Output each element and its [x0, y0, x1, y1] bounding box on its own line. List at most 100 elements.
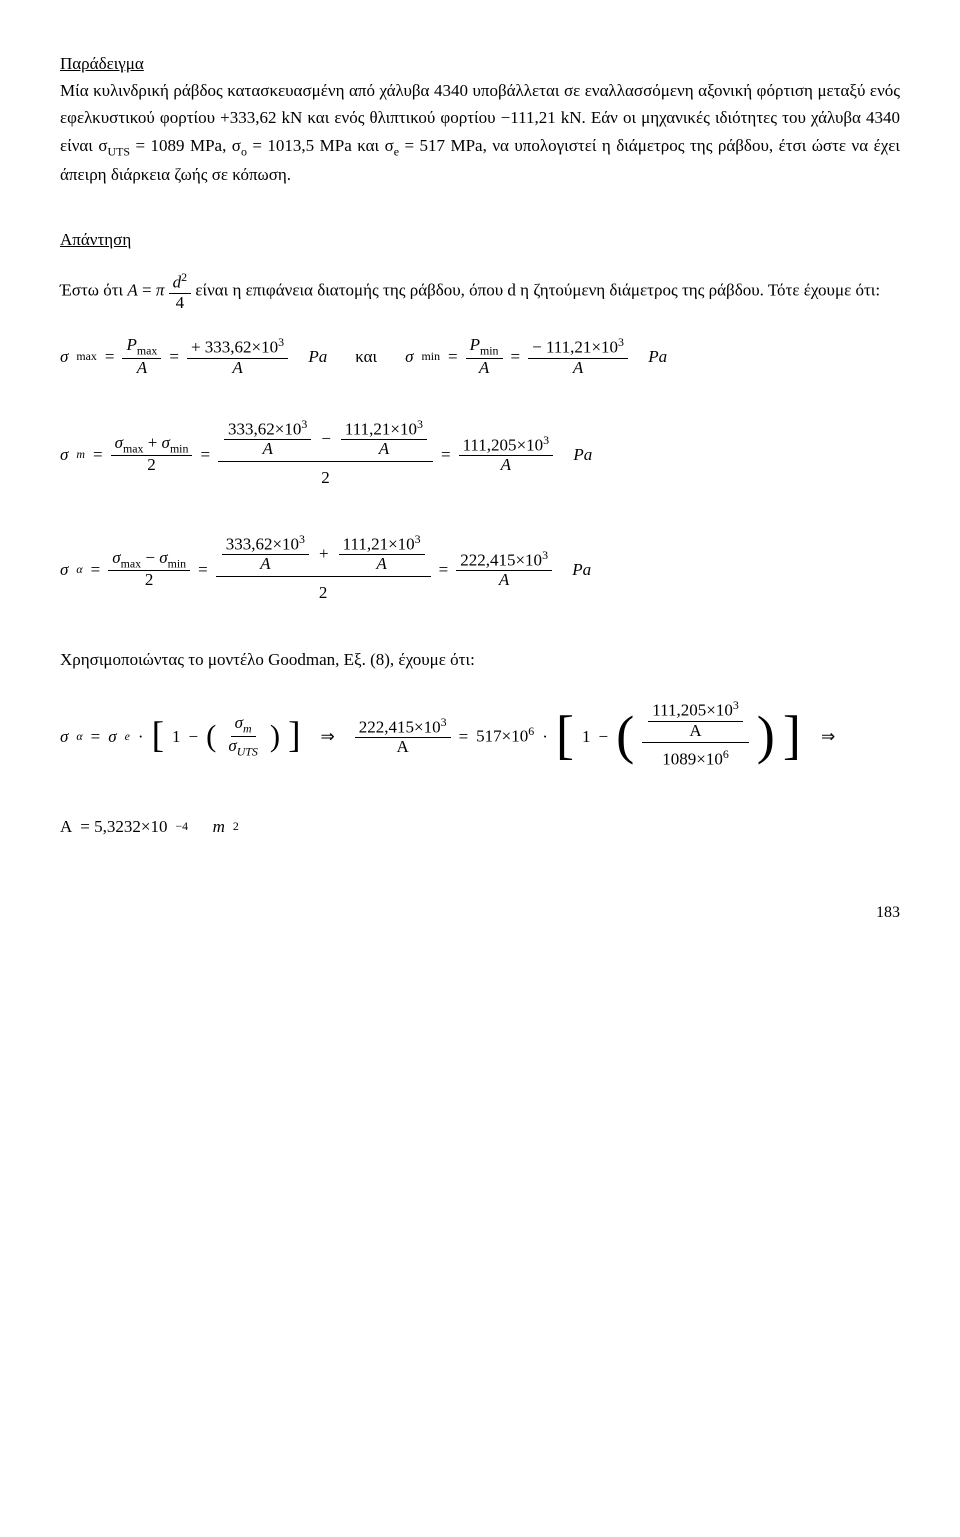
eq-goodman: σα = σe · [ 1 − ( σm σUTS ) ] ⇒ 222,415×…: [60, 697, 900, 775]
t10-3: ×10: [275, 419, 302, 438]
v111205-2: 111,205: [652, 701, 706, 720]
inner-frac-2: 111,21×103 A: [341, 418, 427, 459]
eq-13: =: [459, 723, 469, 750]
eq-sigma-m: σm = σmax + σmin 2 = 333,62×103 A − 111,…: [60, 416, 900, 493]
t10-6: ×10: [272, 534, 299, 553]
sigma-12: σ: [228, 736, 236, 755]
sub-min-1: min: [422, 347, 441, 366]
plus-1: +: [191, 338, 201, 357]
inner-frac-5: 111,205×103 A: [648, 699, 743, 740]
v11121-2: 111,21: [345, 419, 391, 438]
v1089-1: 1089: [662, 750, 696, 769]
frac-222415-a2: 222,415×103 A: [355, 716, 451, 757]
minus-2: −: [321, 425, 331, 452]
minus-5: −: [599, 723, 609, 750]
t10-12: ×10: [696, 750, 723, 769]
one-2: 1: [582, 723, 591, 750]
eq-4: =: [448, 343, 458, 370]
sub-max-1: max: [76, 347, 96, 366]
plus-3: +: [319, 540, 329, 567]
frac-222415-a: 222,415×103 A: [456, 549, 552, 590]
intro-line: Έστω ότι A = π d2 4 είναι η επιφάνεια δι…: [60, 271, 900, 312]
sigma-4: σ: [115, 433, 123, 452]
final-result: A = 5,3232×10−4 m2: [60, 813, 900, 840]
example-title: Παράδειγμα: [60, 50, 900, 77]
t10-4: ×10: [390, 419, 417, 438]
t10-5: ×10: [517, 435, 544, 454]
pi-sym: π: [156, 281, 165, 300]
goodman-text: Χρησιμοποιώντας το μοντέλο Goodman, Εξ. …: [60, 646, 900, 673]
two-4: 2: [313, 577, 334, 608]
eq-11: =: [439, 556, 449, 583]
v33362-1: 333,62: [205, 338, 252, 357]
final-exp: −4: [175, 817, 188, 836]
compound-goodman-right: 111,205×103 A 1089×106: [642, 697, 749, 775]
e3-7: 3: [415, 532, 421, 546]
t10-1: ×10: [252, 338, 279, 357]
arrow-2: ⇒: [821, 723, 835, 750]
final-eq: = 5,3232×10: [80, 813, 167, 840]
eq-9: =: [91, 556, 101, 583]
frac-amp: σmax − σmin 2: [108, 549, 190, 590]
sub-uts: UTS: [108, 144, 130, 158]
lbracket-2: [: [556, 714, 574, 758]
t10-11: ×10: [706, 701, 733, 720]
v222415-2: 222,415: [359, 717, 414, 736]
sub-max-2: max: [137, 344, 157, 358]
pa-3: Pa: [573, 441, 592, 468]
final-m-exp: 2: [233, 817, 239, 836]
exp-2: 2: [181, 270, 187, 284]
inner-frac-4: 111,21×103 A: [339, 533, 425, 574]
e3-3: 3: [301, 417, 307, 431]
e3-4: 3: [417, 417, 423, 431]
v222415-1: 222,415: [460, 551, 515, 570]
a-5: A: [258, 440, 276, 459]
sigma-5: σ: [162, 433, 170, 452]
e3-8: 3: [542, 548, 548, 562]
v11121-1: 111,21: [546, 338, 592, 357]
e3-2: 3: [618, 335, 624, 349]
rbracket-2: ]: [783, 714, 801, 758]
minus-3: −: [145, 548, 155, 567]
lbracket-1: [: [152, 721, 164, 751]
a-7: A: [497, 456, 515, 475]
one-1: 1: [172, 723, 181, 750]
sigma-1: σ: [60, 343, 68, 370]
inner-frac-1: 333,62×103 A: [224, 418, 311, 459]
inner-frac-3: 333,62×103 A: [222, 533, 309, 574]
p-2: P: [470, 335, 480, 354]
sigma-9: σ: [60, 723, 68, 750]
sub-min-2: min: [480, 344, 499, 358]
a-12: A: [685, 722, 705, 741]
page-number: 183: [60, 900, 900, 926]
sigma-10: σ: [108, 723, 116, 750]
t10-10: ×10: [502, 727, 529, 746]
sigma-2: σ: [405, 343, 413, 370]
sigma-8: σ: [159, 548, 167, 567]
sub-alpha-2: α: [76, 727, 82, 746]
t10-8: ×10: [515, 551, 542, 570]
pa-4: Pa: [572, 556, 591, 583]
a-1: A: [133, 359, 151, 378]
e3-1: 3: [278, 335, 284, 349]
eq-12: =: [91, 723, 101, 750]
a-10: A: [495, 571, 513, 590]
rparen-2: ): [757, 714, 775, 758]
kai-1: και: [355, 343, 377, 370]
problem-paragraph: Μία κυλινδρική ράβδος κατασκευασμένη από…: [60, 77, 900, 188]
v33362-2: 333,62: [228, 419, 275, 438]
e6-2: 6: [723, 747, 729, 761]
v11121-3: 111,21: [343, 534, 389, 553]
eq-sigma-alpha: σα = σmax − σmin 2 = 333,62×103 A + 111,…: [60, 531, 900, 608]
e3-9: 3: [441, 715, 447, 729]
v111205-1: 111,205: [463, 435, 517, 454]
eq-1: =: [142, 281, 152, 300]
frac-11121-a: − 111,21×103 A: [528, 336, 628, 377]
sub-max-4: max: [121, 556, 141, 570]
frac-33362-a: + 333,62×103 A: [187, 336, 288, 377]
p-1: P: [126, 335, 136, 354]
a-4: A: [569, 359, 587, 378]
two-3: 2: [141, 571, 158, 590]
sigma-11: σ: [235, 713, 243, 732]
minus-1: −: [532, 338, 542, 357]
